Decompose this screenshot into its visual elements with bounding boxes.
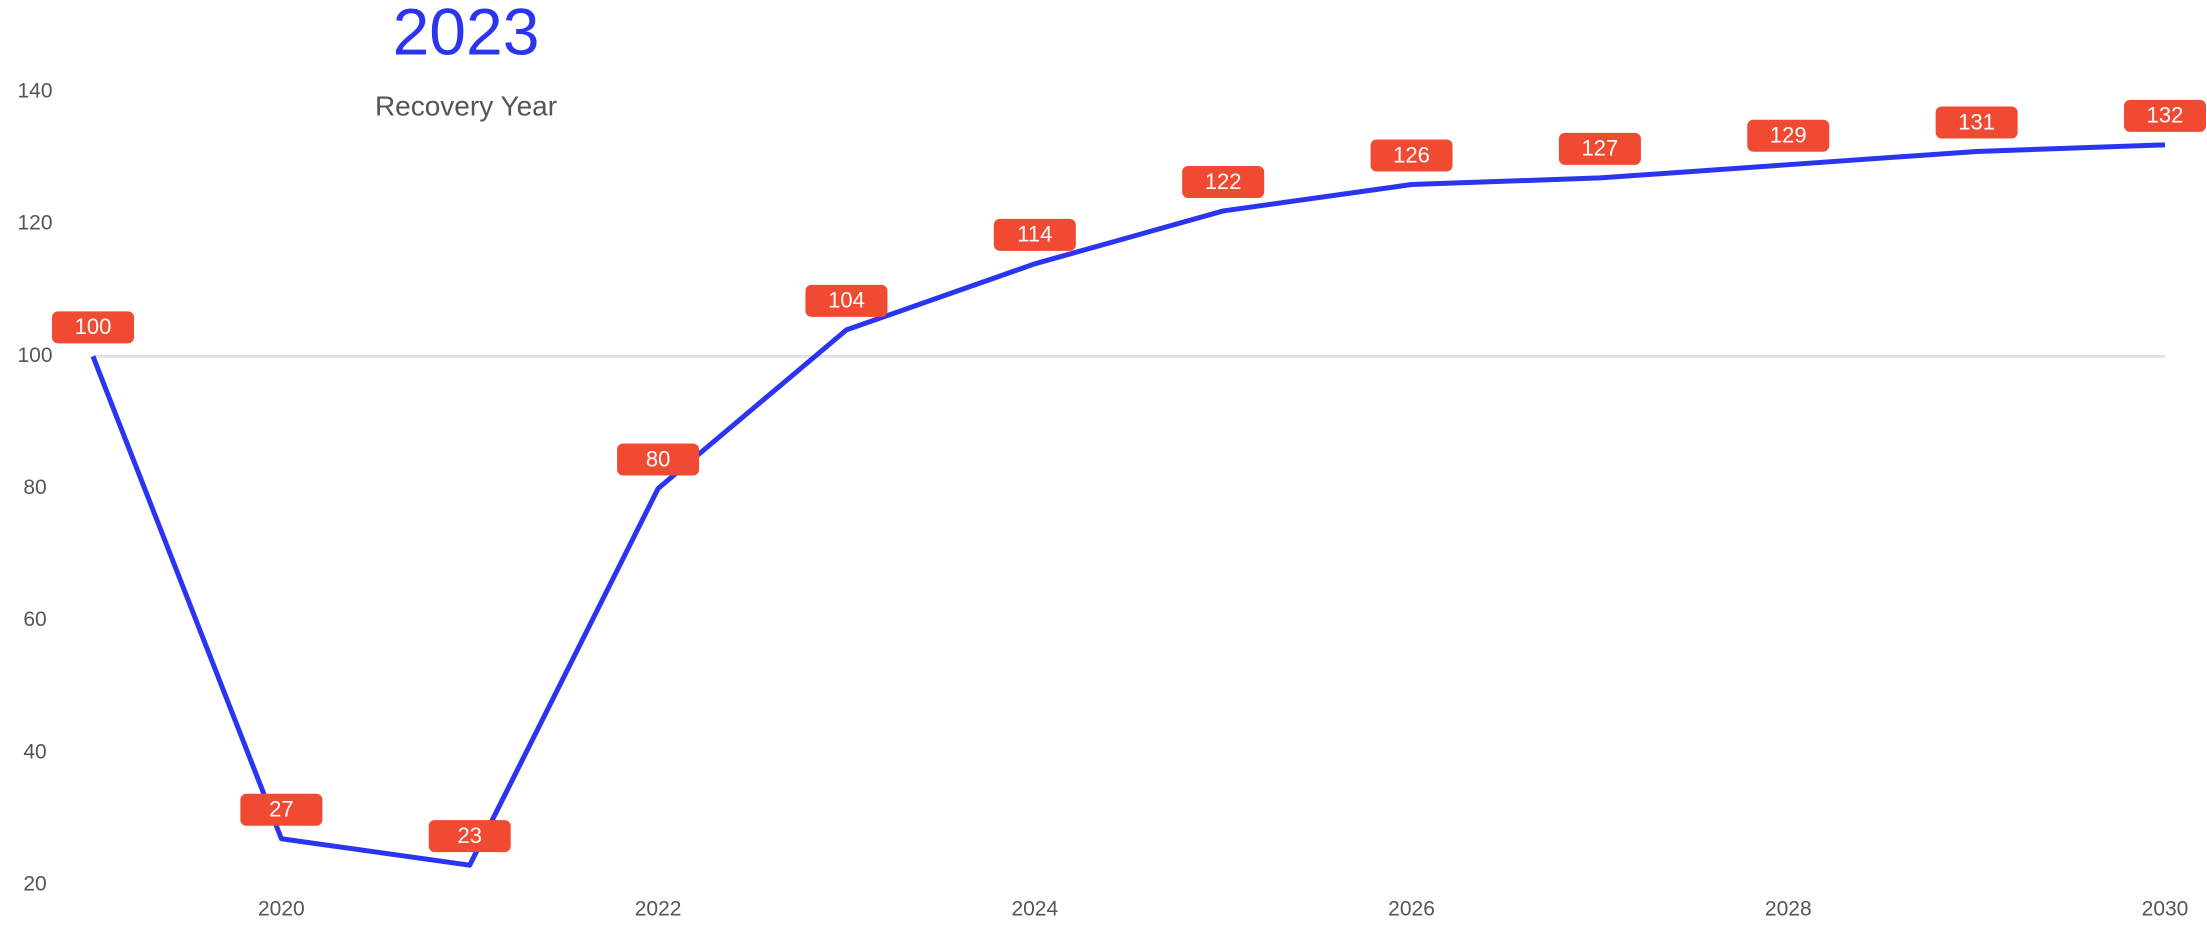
annotation-subtitle: Recovery Year — [375, 90, 557, 121]
data-label-box — [617, 443, 700, 476]
data-label-box — [1182, 165, 1265, 198]
x-tick-label: 2028 — [1765, 898, 1812, 921]
data-label-box — [1935, 106, 2018, 139]
data-label-box — [1370, 139, 1453, 172]
annotation-title: 2023 — [393, 0, 540, 68]
y-tick-label: 140 — [17, 80, 52, 103]
x-tick-label: 2022 — [635, 898, 682, 921]
data-label-box — [1558, 132, 1641, 165]
data-label: 104 — [828, 288, 865, 313]
data-label: 114 — [1017, 222, 1052, 247]
data-label-box — [240, 793, 323, 826]
data-label: 80 — [646, 446, 670, 471]
data-label-box — [428, 820, 511, 853]
x-tick-label: 2020 — [258, 898, 305, 921]
data-label-box — [1747, 119, 1830, 152]
line — [90, 142, 2166, 868]
data-label-box — [805, 284, 888, 317]
data-label: 132 — [2147, 103, 2184, 128]
data-label-box — [2124, 99, 2206, 132]
y-tick-label: 60 — [23, 608, 46, 631]
data-label: 126 — [1393, 142, 1430, 167]
y-tick-label: 80 — [23, 476, 46, 499]
x-tick-label: 2024 — [1011, 898, 1058, 921]
y-tick-label: 100 — [17, 344, 52, 367]
x-tick-label: 2026 — [1388, 898, 1435, 921]
data-label: 129 — [1770, 123, 1807, 148]
data-label: 127 — [1582, 136, 1619, 161]
y-tick-label: 20 — [23, 873, 46, 896]
data-label: 23 — [457, 823, 481, 848]
x-tick-label: 2030 — [2142, 898, 2189, 921]
data-label: 122 — [1205, 169, 1242, 194]
y-tick-label: 120 — [17, 212, 52, 235]
data-label-box — [993, 218, 1076, 251]
data-label: 100 — [75, 314, 112, 339]
y-tick-label: 40 — [23, 740, 46, 763]
data-label: 27 — [269, 797, 293, 822]
data-label: 131 — [1958, 109, 1995, 134]
data-label-box — [52, 311, 134, 344]
